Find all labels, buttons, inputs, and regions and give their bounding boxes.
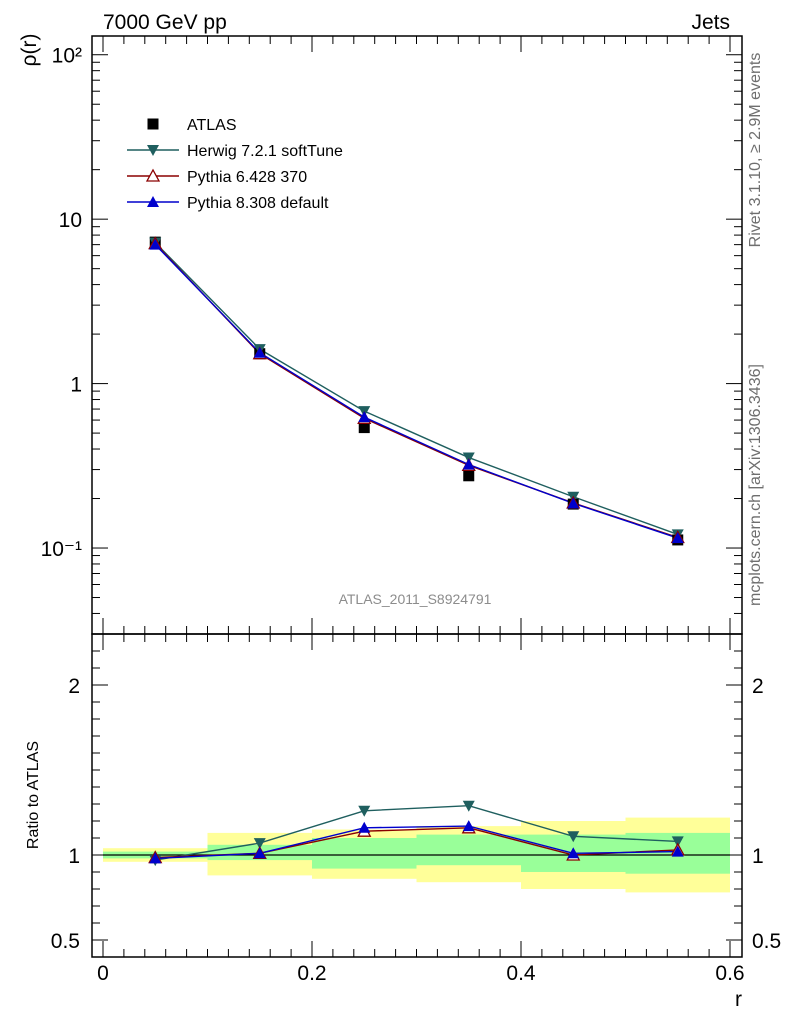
mc-point (358, 411, 371, 423)
tick-labels: 10⁻¹ 1 10 10² 0.5 0.5 1 1 2 2 0 0.2 0.4 0.6 (41, 45, 782, 985)
ratio-point (462, 820, 475, 832)
ratio-y-tick-label: 0.5 (51, 930, 80, 953)
x-tick-label: 0.2 (297, 962, 326, 985)
legend-marker (145, 168, 161, 182)
inner-band-bin (312, 838, 417, 869)
main-y-tick-label: 10² (52, 45, 82, 68)
mc-point (671, 532, 684, 544)
ratio-series-line (155, 804, 678, 861)
ratio-point (671, 845, 684, 857)
mc-point (462, 452, 475, 464)
rivet-info-label: Rivet 3.1.10, ≥ 2.9M events (747, 53, 764, 248)
ratio-series-line (155, 825, 678, 860)
main-y-tick-label: 10⁻¹ (41, 538, 82, 561)
axis-ticks (92, 36, 742, 957)
legend-entry: Pythia 6.428 370 (187, 169, 307, 186)
ratio-y-tick-label-right: 1 (752, 845, 764, 868)
ratio-point (567, 831, 580, 843)
main-y-axis-label: ρ(r) (18, 34, 41, 67)
ratio-point (253, 847, 266, 859)
data-point (463, 470, 475, 482)
mc-point (462, 458, 475, 470)
main-y-tick-label: 1 (70, 374, 82, 397)
series-line (154, 242, 678, 536)
mc-point (567, 497, 580, 509)
legend-marker (147, 196, 159, 207)
ratio-y-tick-label: 1 (68, 845, 80, 868)
legend-entry: Herwig 7.2.1 softTune (187, 143, 343, 160)
ratio-y-tick-label: 2 (68, 675, 80, 698)
ratio-y-tick-label-right: 2 (752, 675, 764, 698)
energy-label: 7000 GeV pp (103, 11, 227, 34)
ratio-point (671, 836, 684, 848)
ratio-point (149, 852, 162, 864)
x-tick-label: 0.4 (506, 962, 536, 985)
legend-entry: Pythia 8.308 default (187, 195, 329, 212)
legend: ATLAS Herwig 7.2.1 softTune Pythia 6.428 3… (127, 117, 343, 212)
legend-marker (147, 145, 159, 156)
ratio-point (358, 805, 371, 817)
ratio-y-tick-label-right: 0.5 (752, 930, 781, 953)
inner-band-bin (416, 834, 521, 866)
ratio-point (462, 800, 475, 812)
ratio-point (358, 821, 371, 833)
x-axis-label: r (735, 988, 742, 1011)
ratio-plot-frame (91, 633, 743, 958)
jets-label: Jets (691, 11, 730, 34)
legend-marker (147, 118, 159, 130)
x-tick-label: 0.6 (715, 962, 744, 985)
ratio-point (567, 847, 580, 859)
mcplots-info-label: mcplots.cern.ch [arXiv:1306.3436] (747, 364, 764, 606)
ratio-series (148, 800, 685, 867)
legend-entry: ATLAS (187, 117, 237, 134)
mc-point (253, 346, 266, 358)
ratio-y-axis-label: Ratio to ATLAS (25, 741, 42, 849)
main-y-tick-label: 10 (59, 209, 82, 232)
main-series (148, 236, 685, 546)
analysis-id-label: ATLAS_2011_S8924791 (339, 591, 492, 607)
series-line (154, 244, 678, 539)
x-tick-label: 0 (97, 962, 109, 985)
mc-point (149, 238, 162, 250)
data-point (358, 422, 370, 434)
ratio-point (253, 838, 266, 850)
series-line (154, 243, 678, 539)
